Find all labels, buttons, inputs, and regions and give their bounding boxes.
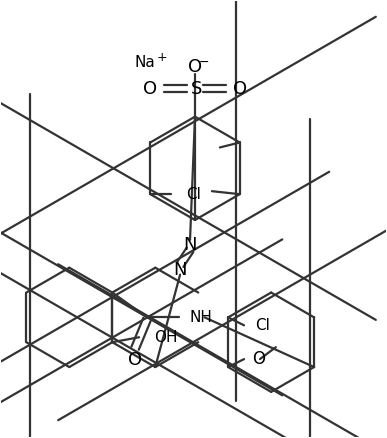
Text: Cl: Cl (186, 187, 201, 201)
Text: Na: Na (135, 54, 156, 70)
Text: −: − (199, 56, 209, 68)
Text: Cl: Cl (255, 318, 270, 333)
Text: OH: OH (154, 330, 178, 345)
Text: N: N (173, 261, 187, 279)
Text: O: O (143, 80, 158, 98)
Text: O: O (128, 351, 142, 369)
Text: S: S (191, 80, 203, 98)
Text: O: O (188, 58, 202, 76)
Text: +: + (157, 50, 168, 64)
Text: O: O (233, 80, 247, 98)
Text: N: N (183, 236, 197, 254)
Text: NH: NH (190, 310, 212, 325)
Text: O: O (252, 350, 265, 368)
